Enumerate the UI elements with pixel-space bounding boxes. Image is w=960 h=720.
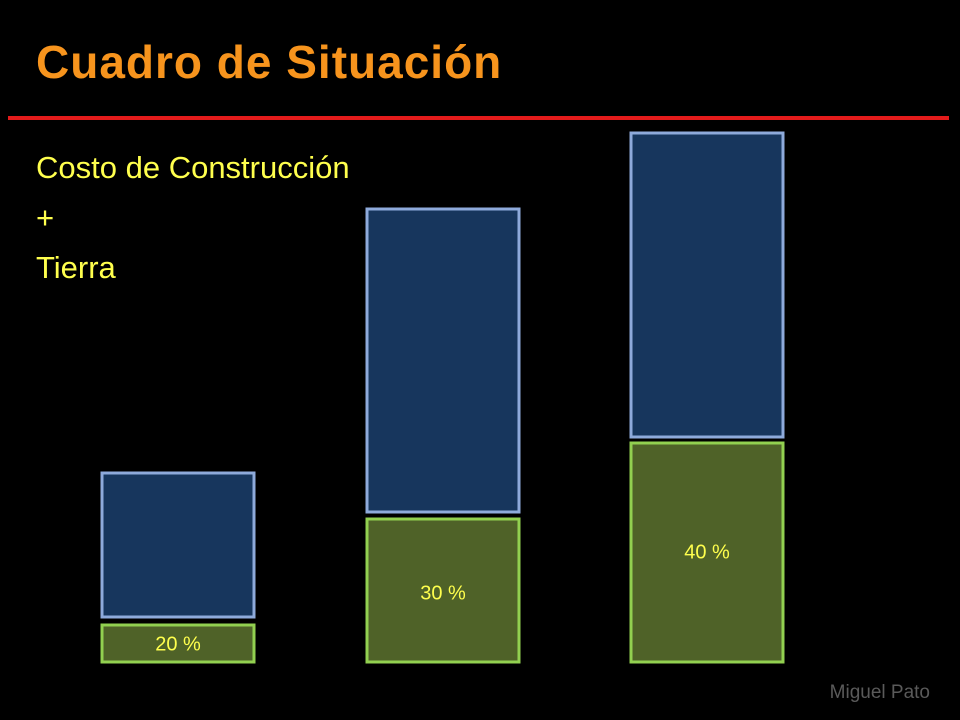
subtitle-line: Costo de Construcción [36, 150, 350, 185]
land-block [365, 517, 521, 664]
land-block [100, 623, 256, 664]
land-block [629, 441, 785, 664]
land-label: 30 % [420, 582, 466, 604]
construction-block [365, 207, 521, 514]
construction-block [629, 131, 785, 439]
subtitle-line: Tierra [36, 250, 117, 285]
slide-title: Cuadro de Situación [36, 36, 502, 88]
land-label: 40 % [684, 541, 730, 563]
construction-block [100, 471, 256, 619]
footer: Miguel Pato [830, 682, 930, 703]
subtitle-line: + [36, 200, 54, 235]
land-label: 20 % [155, 633, 201, 655]
title-rule [8, 116, 949, 120]
